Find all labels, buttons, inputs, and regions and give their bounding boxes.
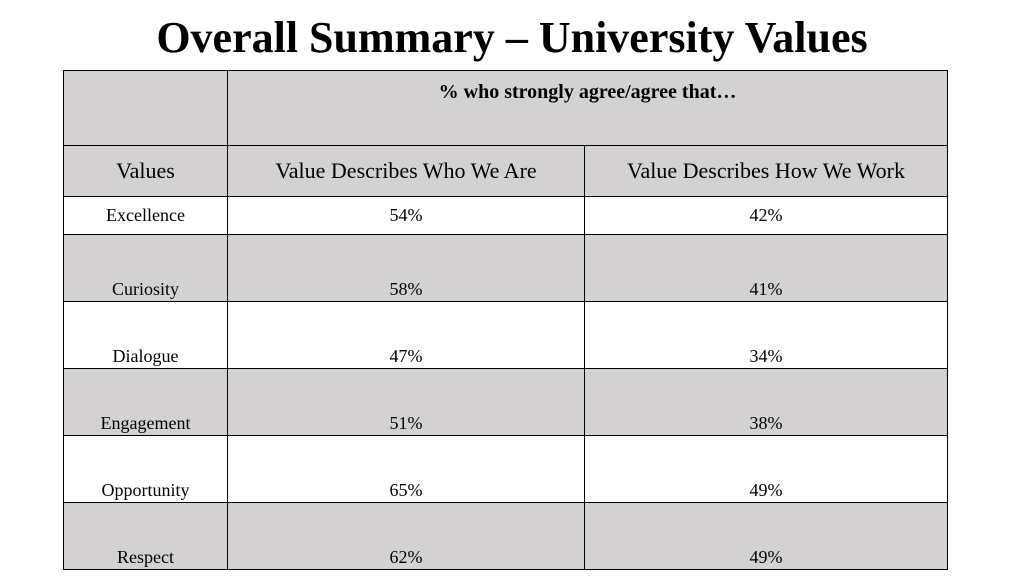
row-who-we-are-cell: 62% (227, 502, 585, 570)
table-row: Dialogue 47% 34% (63, 301, 948, 369)
row-value-label: Engagement (63, 368, 228, 436)
summary-table: % who strongly agree/agree that… Values … (63, 70, 948, 570)
empty-corner-cell (63, 70, 228, 146)
row-value-label: Curiosity (63, 234, 228, 302)
row-who-we-are-cell: 51% (227, 368, 585, 436)
row-how-we-work-cell: 49% (584, 502, 948, 570)
table-row: Respect 62% 49% (63, 502, 948, 570)
group-header-row: % who strongly agree/agree that… (63, 70, 948, 146)
column-header-who-we-are: Value Describes Who We Are (227, 145, 585, 197)
row-how-we-work-cell: 49% (584, 435, 948, 503)
column-header-how-we-work: Value Describes How We Work (584, 145, 948, 197)
row-how-we-work-cell: 42% (584, 196, 948, 235)
row-who-we-are-cell: 47% (227, 301, 585, 369)
row-value-label: Dialogue (63, 301, 228, 369)
row-who-we-are-cell: 65% (227, 435, 585, 503)
table-row: Curiosity 58% 41% (63, 234, 948, 302)
row-how-we-work-cell: 41% (584, 234, 948, 302)
row-value-label: Excellence (63, 196, 228, 235)
table-row: Excellence 54% 42% (63, 196, 948, 235)
page-title: Overall Summary – University Values (156, 13, 868, 62)
group-header-cell: % who strongly agree/agree that… (227, 70, 948, 146)
table-row: Opportunity 65% 49% (63, 435, 948, 503)
row-who-we-are-cell: 58% (227, 234, 585, 302)
row-how-we-work-cell: 38% (584, 368, 948, 436)
row-who-we-are-cell: 54% (227, 196, 585, 235)
table-row: Engagement 51% 38% (63, 368, 948, 436)
row-how-we-work-cell: 34% (584, 301, 948, 369)
row-value-label: Opportunity (63, 435, 228, 503)
column-header-values: Values (63, 145, 228, 197)
row-value-label: Respect (63, 502, 228, 570)
column-header-row: Values Value Describes Who We Are Value … (63, 145, 948, 197)
